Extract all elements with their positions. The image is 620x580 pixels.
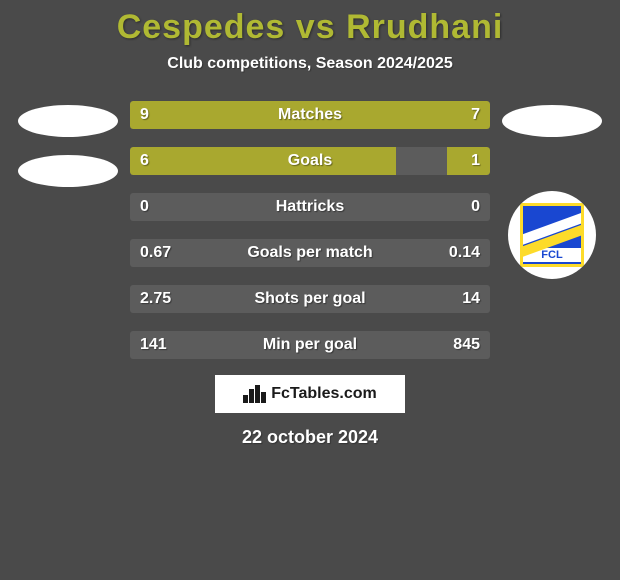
stat-label: Shots per goal (130, 285, 490, 313)
stat-value-left: 0.67 (130, 239, 181, 267)
stat-value-right: 0.14 (439, 239, 490, 267)
date-text: 22 october 2024 (0, 427, 620, 448)
stat-value-left: 9 (130, 101, 159, 129)
stat-label: Matches (130, 101, 490, 129)
player1-avatar-placeholder (18, 105, 118, 137)
stat-row: Shots per goal2.75 14 (130, 285, 490, 313)
stat-value-right: 0 (461, 193, 490, 221)
vs-text: vs (296, 8, 336, 46)
stat-value-right: 845 (443, 331, 490, 359)
stat-value-right: 14 (452, 285, 490, 313)
left-side-column (18, 101, 118, 187)
brand-text: FcTables.com (271, 385, 377, 403)
footer: FcTables.com 22 october 2024 (0, 375, 620, 448)
stat-row: Hattricks0 0 (130, 193, 490, 221)
player2-name: Rrudhani (346, 8, 503, 46)
stat-value-left: 2.75 (130, 285, 181, 313)
stat-value-left: 0 (130, 193, 159, 221)
stat-bars-column: Matches9 7 Goals6 1 Hattricks0 0 Goals per mat… (130, 101, 490, 359)
fcl-badge-icon (520, 203, 584, 267)
player1-name: Cespedes (117, 8, 286, 46)
stat-row: Goals6 1 (130, 147, 490, 175)
subtitle: Club competitions, Season 2024/2025 (0, 55, 620, 73)
stat-value-right: 1 (461, 147, 490, 175)
player2-club-badge (508, 191, 596, 279)
fctables-logo-icon (243, 385, 265, 403)
stat-label: Goals (130, 147, 490, 175)
stat-row: Goals per match0.67 0.14 (130, 239, 490, 267)
stat-label: Goals per match (130, 239, 490, 267)
page-title: Cespedes vs Rrudhani (0, 8, 620, 47)
stat-label: Min per goal (130, 331, 490, 359)
stat-row: Min per goal141 845 (130, 331, 490, 359)
stat-label: Hattricks (130, 193, 490, 221)
stat-value-left: 141 (130, 331, 177, 359)
right-side-column (502, 101, 602, 279)
comparison-content: Matches9 7 Goals6 1 Hattricks0 0 Goals per mat… (0, 101, 620, 359)
header: Cespedes vs Rrudhani Club competitions, … (0, 0, 620, 73)
stat-row: Matches9 7 (130, 101, 490, 129)
brand-box: FcTables.com (215, 375, 405, 413)
player2-avatar-placeholder (502, 105, 602, 137)
stat-value-left: 6 (130, 147, 159, 175)
player1-club-placeholder (18, 155, 118, 187)
stat-value-right: 7 (461, 101, 490, 129)
